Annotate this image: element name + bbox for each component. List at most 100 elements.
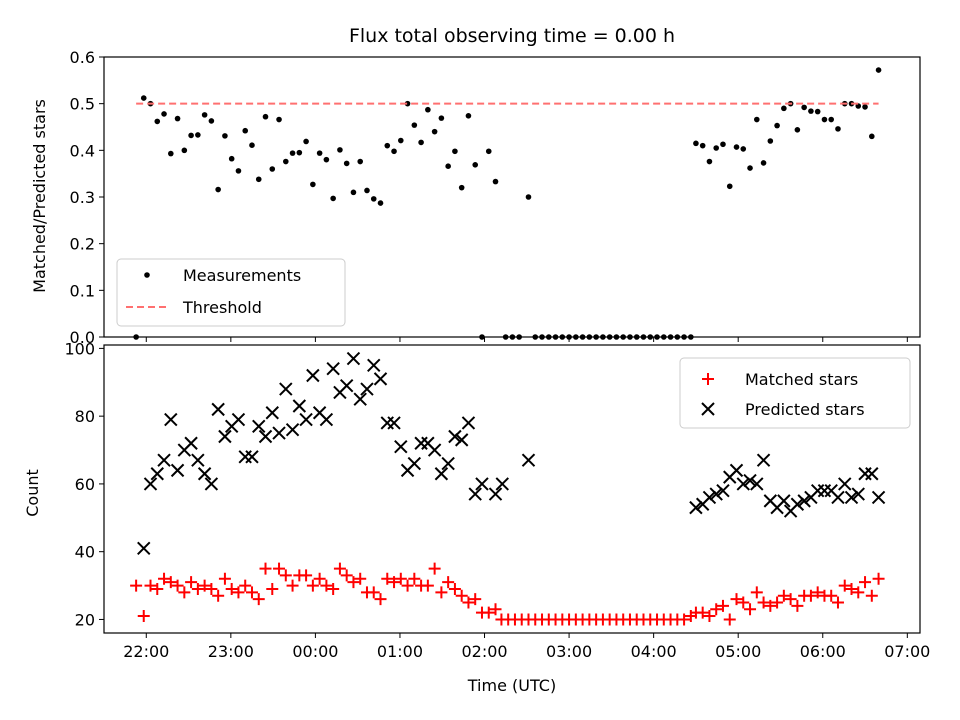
measurement-point [168,150,174,157]
measurement-point [154,118,161,125]
predicted-point [204,477,219,491]
matched-point [245,586,258,599]
x-tick-label: 03:00 [546,642,592,661]
predicted-point [750,477,764,491]
measurement-point [713,145,720,151]
predicted-point [143,477,158,491]
matched-point [462,596,475,609]
matched-point [130,579,143,592]
matched-point [218,572,231,585]
measurement-point [289,150,296,156]
predicted-point [211,402,225,417]
matched-point [764,599,777,612]
matched-point [489,603,502,616]
matched-point [286,579,299,592]
predicted-point [702,490,717,505]
measurement-point [337,147,343,153]
measurement-point [862,104,868,110]
predicted-point [346,351,361,366]
measurement-point [458,184,465,191]
predicted-point [170,463,185,478]
matched-point [811,586,824,599]
matched-point [374,593,387,606]
measurement-point [330,195,336,202]
matched-point [469,593,482,606]
x-tick-label: 00:00 [292,642,338,661]
predicted-point [265,406,279,420]
matched-point [340,569,353,582]
matched-point [442,576,455,589]
measurement-point [411,122,418,128]
measurement-point [249,142,255,148]
measurement-point [303,138,309,145]
matched-point [144,579,157,592]
y-tick-label: 0.5 [70,95,95,114]
measurement-point [431,128,438,135]
measurement-point [747,165,753,171]
chart-title: Flux total observing time = 0.00 h [349,25,675,47]
matched-point [171,579,184,592]
measurement-point [283,158,289,165]
matched-point [266,582,279,595]
predicted-point [339,378,354,393]
matched-point [831,596,844,609]
matched-point [744,603,757,616]
measurement-point [161,111,167,117]
matched-point [347,576,360,589]
matched-point [327,582,340,595]
matched-point [428,562,441,575]
y-tick-label: 60 [75,475,95,494]
matched-point [845,582,858,595]
x-tick-label: 02:00 [461,642,507,661]
predicted-point [475,477,489,491]
predicted-point [743,473,757,488]
measurement-point [404,100,411,107]
predicted-point [838,477,852,491]
legend-predicted-marker [701,402,715,416]
matched-point [771,596,784,609]
matched-point [872,572,885,585]
measurement-point [720,141,726,148]
bottom-xlabel: Time (UTC) [467,676,556,695]
measurement-point [699,142,706,149]
matched-point [198,579,211,592]
matched-point [333,562,346,575]
matched-point [696,606,709,619]
predicted-point [689,500,703,515]
matched-point [239,579,252,592]
predicted-point [441,456,455,471]
matched-point [205,582,218,595]
matched-point [212,589,225,602]
predicted-point [258,429,273,444]
measurement-point [357,158,364,165]
matched-point [455,589,468,602]
bottom-legend: Matched stars Predicted stars [679,357,911,429]
measurement-point [215,186,221,193]
measurement-point [201,112,208,118]
plot-frame [103,56,921,338]
matched-point [750,586,763,599]
measurement-point [350,189,357,196]
measurement-point [754,116,760,123]
matched-point [448,582,461,595]
x-tick-label: 07:00 [884,642,930,661]
measurement-point [310,181,316,188]
measurement-point [364,187,370,194]
matched-point [865,589,878,602]
bottom-panel: 20 40 60 80 100 22:00 23:00 00:00 01:00 02:00 03:0… [64,339,930,661]
matched-point [178,586,191,599]
predicted-point [184,436,198,450]
matched-point [394,572,407,585]
x-tick-label: 01:00 [377,642,423,661]
matched-point [225,582,238,595]
measurement-point [343,160,350,167]
predicted-point [197,467,212,481]
matched-point [306,579,319,592]
x-tick-label: 05:00 [715,642,761,661]
measurement-point [781,105,787,112]
matched-point [482,606,495,619]
matched-point [164,576,177,589]
predicted-point [164,412,178,427]
measurement-point [370,196,377,202]
